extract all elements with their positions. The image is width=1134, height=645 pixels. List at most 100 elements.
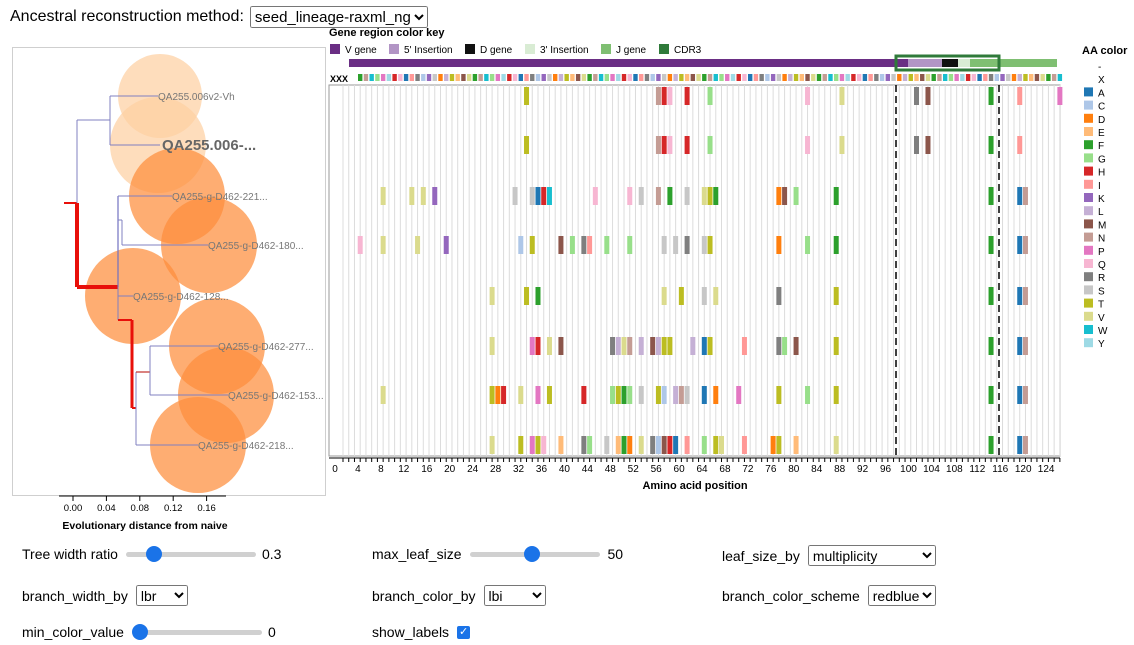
- mutation-mark[interactable]: [701, 236, 707, 254]
- mutation-mark[interactable]: [678, 287, 684, 305]
- mutation-mark[interactable]: [988, 436, 994, 454]
- mutation-mark[interactable]: [925, 136, 931, 154]
- mutation-mark[interactable]: [546, 337, 552, 355]
- mutation-mark[interactable]: [776, 287, 782, 305]
- max-leaf-size-slider[interactable]: [469, 546, 600, 562]
- mutation-mark[interactable]: [1022, 287, 1028, 305]
- mutation-mark[interactable]: [661, 386, 667, 404]
- mutation-mark[interactable]: [667, 337, 673, 355]
- mutation-mark[interactable]: [627, 236, 633, 254]
- mutation-mark[interactable]: [581, 386, 587, 404]
- mutation-mark[interactable]: [615, 436, 621, 454]
- mutation-mark[interactable]: [988, 337, 994, 355]
- mutation-mark[interactable]: [529, 236, 535, 254]
- mutation-mark[interactable]: [707, 187, 713, 205]
- mutation-mark[interactable]: [415, 236, 421, 254]
- mutation-mark[interactable]: [776, 436, 782, 454]
- mutation-mark[interactable]: [535, 287, 541, 305]
- branch-color-by-select[interactable]: lbi: [483, 585, 546, 606]
- mutation-mark[interactable]: [1017, 87, 1023, 105]
- mutation-mark[interactable]: [581, 236, 587, 254]
- mutation-mark[interactable]: [690, 337, 696, 355]
- mutation-mark[interactable]: [592, 187, 598, 205]
- mutation-mark[interactable]: [535, 187, 541, 205]
- mutation-mark[interactable]: [770, 436, 776, 454]
- mutation-mark[interactable]: [524, 87, 530, 105]
- mutation-mark[interactable]: [569, 236, 575, 254]
- mutation-mark[interactable]: [489, 436, 495, 454]
- mutation-mark[interactable]: [655, 436, 661, 454]
- mutation-mark[interactable]: [1057, 87, 1063, 105]
- mutation-mark[interactable]: [655, 187, 661, 205]
- mutation-mark[interactable]: [776, 236, 782, 254]
- mutation-mark[interactable]: [782, 187, 788, 205]
- mutation-mark[interactable]: [1017, 287, 1023, 305]
- mutation-mark[interactable]: [684, 87, 690, 105]
- mutation-mark[interactable]: [782, 337, 788, 355]
- mutation-mark[interactable]: [638, 337, 644, 355]
- mutation-mark[interactable]: [661, 337, 667, 355]
- mutation-mark[interactable]: [610, 337, 616, 355]
- mutation-mark[interactable]: [1017, 136, 1023, 154]
- mutation-mark[interactable]: [380, 187, 386, 205]
- mutation-mark[interactable]: [701, 436, 707, 454]
- mutation-mark[interactable]: [673, 236, 679, 254]
- mutation-mark[interactable]: [1017, 236, 1023, 254]
- mutation-mark[interactable]: [776, 386, 782, 404]
- mutation-mark[interactable]: [713, 287, 719, 305]
- mutation-mark[interactable]: [518, 236, 524, 254]
- mutation-mark[interactable]: [627, 386, 633, 404]
- slider-thumb[interactable]: [146, 546, 163, 562]
- mutation-mark[interactable]: [713, 436, 719, 454]
- mutation-mark[interactable]: [833, 287, 839, 305]
- mutation-mark[interactable]: [558, 337, 564, 355]
- mutation-mark[interactable]: [1017, 386, 1023, 404]
- leaf-size-by-select[interactable]: multiplicity: [807, 545, 936, 566]
- mutation-mark[interactable]: [833, 337, 839, 355]
- mutation-mark[interactable]: [805, 87, 811, 105]
- mutation-mark[interactable]: [409, 187, 415, 205]
- mutation-mark[interactable]: [839, 87, 845, 105]
- mutation-mark[interactable]: [839, 136, 845, 154]
- mutation-mark[interactable]: [667, 136, 673, 154]
- mutation-mark[interactable]: [558, 436, 564, 454]
- mutation-mark[interactable]: [529, 436, 535, 454]
- min-color-value-slider[interactable]: [131, 624, 262, 640]
- mutation-mark[interactable]: [673, 436, 679, 454]
- branch-width-by-select[interactable]: lbr: [135, 585, 188, 606]
- slider-thumb[interactable]: [131, 624, 148, 640]
- mutation-mark[interactable]: [793, 436, 799, 454]
- mutation-mark[interactable]: [988, 187, 994, 205]
- mutation-mark[interactable]: [678, 386, 684, 404]
- tree-width-ratio-slider[interactable]: [125, 546, 256, 562]
- mutation-mark[interactable]: [627, 337, 633, 355]
- mutation-mark[interactable]: [1022, 436, 1028, 454]
- mutation-mark[interactable]: [707, 87, 713, 105]
- mutation-mark[interactable]: [535, 436, 541, 454]
- mutation-mark[interactable]: [805, 136, 811, 154]
- mutation-mark[interactable]: [501, 386, 507, 404]
- mutation-mark[interactable]: [610, 386, 616, 404]
- mutation-mark[interactable]: [638, 187, 644, 205]
- mutation-mark[interactable]: [655, 337, 661, 355]
- mutation-mark[interactable]: [535, 386, 541, 404]
- mutation-mark[interactable]: [495, 386, 501, 404]
- mutation-mark[interactable]: [587, 436, 593, 454]
- mutation-mark[interactable]: [1022, 187, 1028, 205]
- mutation-mark[interactable]: [988, 236, 994, 254]
- mutation-mark[interactable]: [701, 187, 707, 205]
- mutation-mark[interactable]: [988, 87, 994, 105]
- mutation-mark[interactable]: [707, 337, 713, 355]
- mutation-mark[interactable]: [535, 337, 541, 355]
- mutation-mark[interactable]: [701, 386, 707, 404]
- mutation-mark[interactable]: [627, 187, 633, 205]
- mutation-mark[interactable]: [1017, 337, 1023, 355]
- mutation-mark[interactable]: [833, 436, 839, 454]
- mutation-mark[interactable]: [524, 287, 530, 305]
- mutation-mark[interactable]: [581, 436, 587, 454]
- mutation-mark[interactable]: [701, 337, 707, 355]
- mutation-mark[interactable]: [621, 337, 627, 355]
- mutation-mark[interactable]: [701, 287, 707, 305]
- mutation-mark[interactable]: [524, 136, 530, 154]
- mutation-mark[interactable]: [684, 436, 690, 454]
